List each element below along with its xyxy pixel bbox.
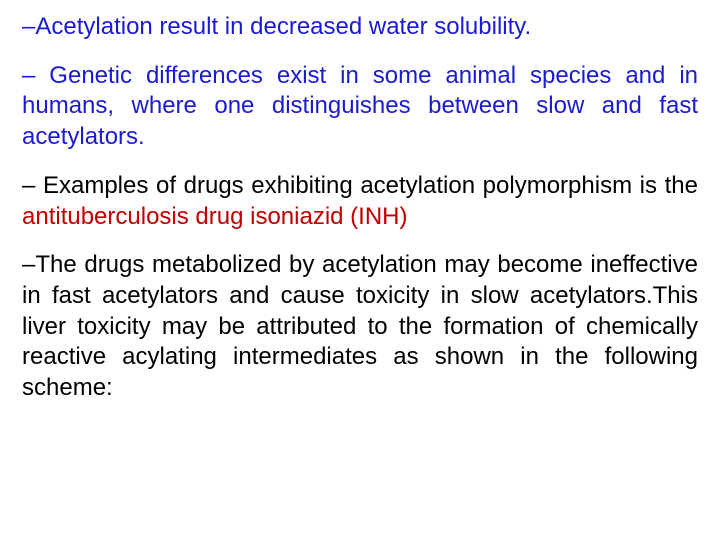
paragraph-1: –Acetylation result in decreased water s… [22,12,698,43]
dash-4: – [22,251,35,278]
dash-3: – [22,172,35,199]
paragraph-4: –The drugs metabolized by acetylation ma… [22,250,698,404]
dash-2: – [22,62,35,89]
text-3-lead: Examples of drugs exhibiting acetylation… [35,172,698,199]
paragraph-2: – Genetic differences exist in some anim… [22,61,698,153]
text-3-drug: antituberculosis drug isoniazid (INH) [22,203,408,230]
dash-1: – [22,13,35,40]
text-1: Acetylation result in decreased water so… [35,13,531,40]
text-2: Genetic differences exist in some animal… [22,62,698,150]
text-4: The drugs metabolized by acetylation may… [22,251,698,401]
paragraph-3: – Examples of drugs exhibiting acetylati… [22,171,698,232]
slide: –Acetylation result in decreased water s… [0,0,720,540]
